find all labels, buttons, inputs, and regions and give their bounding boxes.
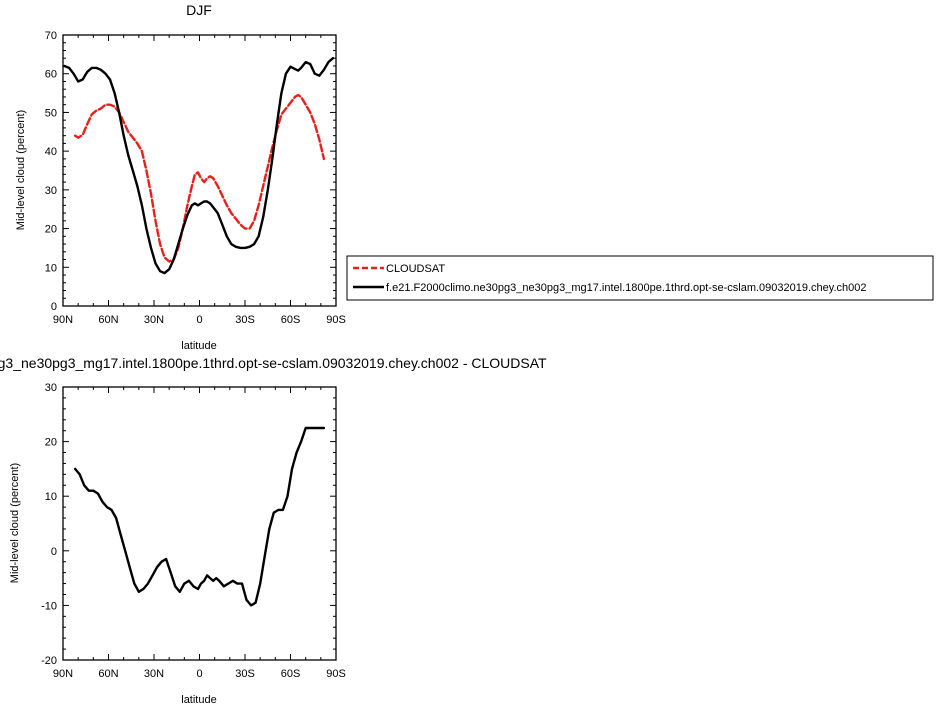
top-series-line-0 xyxy=(73,93,326,263)
bottom-y-tick-label: -20 xyxy=(41,655,57,667)
top-y-tick-label: 0 xyxy=(51,301,57,313)
top-x-tick-label: 60S xyxy=(281,314,301,326)
top-x-tick-label: 30N xyxy=(144,314,164,326)
top-y-tick-label: 70 xyxy=(45,30,57,42)
top-chart-title: DJF xyxy=(186,2,212,18)
top-y-tick-label: 20 xyxy=(45,224,57,236)
top-x-tick-label: 90N xyxy=(53,314,73,326)
top-series-line-1 xyxy=(63,57,335,275)
bottom-x-tick-label: 90S xyxy=(326,668,346,680)
bottom-y-tick-label: 0 xyxy=(51,546,57,558)
bottom-x-tick-label: 60N xyxy=(98,668,118,680)
top-y-tick-label: 50 xyxy=(45,107,57,119)
bottom-y-ticks: -20 -10 0 10 20 30 xyxy=(41,382,336,667)
bottom-x-tick-label: 30N xyxy=(144,668,164,680)
top-y-axis-label: Mid-level cloud (percent) xyxy=(15,110,27,230)
bottom-x-ticks: 90N 60N 30N 0 30S 60S 90S xyxy=(53,387,346,680)
bottom-x-tick-label: 60S xyxy=(281,668,301,680)
bottom-plot-frame xyxy=(62,386,337,661)
top-series-lines xyxy=(63,57,335,275)
legend-label-cloudsat: CLOUDSAT xyxy=(386,263,445,275)
top-y-tick-label: 30 xyxy=(45,185,57,197)
bottom-y-tick-label: 20 xyxy=(45,437,57,449)
top-x-ticks: 90N 60N 30N 0 30S 60S 90S xyxy=(53,35,346,326)
bottom-x-tick-label: 0 xyxy=(196,668,202,680)
legend: CLOUDSAT f.e21.F2000climo.ne30pg3_ne30pg… xyxy=(346,255,934,301)
top-x-tick-label: 0 xyxy=(196,314,202,326)
legend-label-model: f.e21.F2000climo.ne30pg3_ne30pg3_mg17.in… xyxy=(386,282,866,294)
bottom-y-tick-label: 30 xyxy=(45,382,57,394)
bottom-y-tick-label: 10 xyxy=(45,491,57,503)
top-y-tick-label: 40 xyxy=(45,146,57,158)
top-x-tick-label: 30S xyxy=(235,314,255,326)
top-y-tick-label: 10 xyxy=(45,262,57,274)
bottom-x-axis-label: latitude xyxy=(181,694,216,706)
top-plot-frame xyxy=(62,34,337,307)
bottom-y-tick-label: -10 xyxy=(41,600,57,612)
bottom-panel: f.e21.F2000climo.ne30pg3_ne30pg3_mg17.in… xyxy=(0,355,547,706)
top-x-tick-label: 60N xyxy=(98,314,118,326)
top-y-tick-label: 60 xyxy=(45,69,57,81)
bottom-x-tick-label: 90N xyxy=(53,668,73,680)
bottom-chart-title: f.e21.F2000climo.ne30pg3_ne30pg3_mg17.in… xyxy=(0,355,547,371)
top-y-ticks: 0 10 20 30 40 50 60 70 xyxy=(45,30,336,313)
bottom-x-tick-label: 30S xyxy=(235,668,255,680)
top-x-axis-label: latitude xyxy=(181,340,216,352)
bottom-series-line-0 xyxy=(73,426,326,607)
legend-box xyxy=(346,255,934,301)
bottom-series-lines xyxy=(73,426,326,607)
bottom-y-axis-label: Mid-level cloud (percent) xyxy=(9,463,21,583)
top-x-tick-label: 90S xyxy=(326,314,346,326)
